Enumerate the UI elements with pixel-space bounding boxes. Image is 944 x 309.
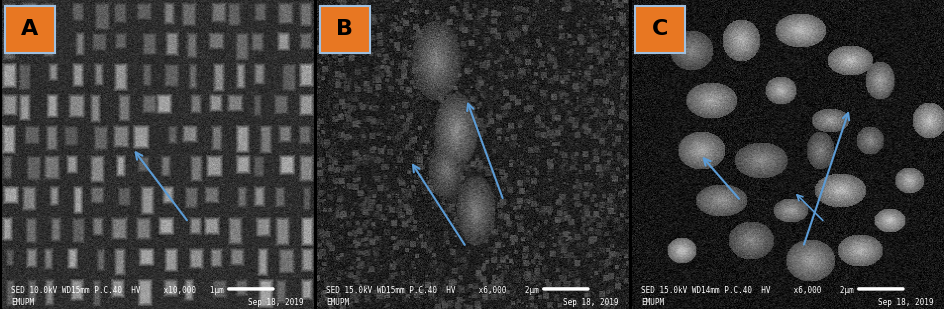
Text: C: C <box>651 19 667 39</box>
Text: SED 10.0kV WD15mm P.C.40  HV     x10,000   1μm: SED 10.0kV WD15mm P.C.40 HV x10,000 1μm <box>11 286 224 295</box>
Text: Sep 18, 2019: Sep 18, 2019 <box>563 298 618 307</box>
Text: Sep 18, 2019: Sep 18, 2019 <box>877 298 933 307</box>
Text: A: A <box>22 19 39 39</box>
Text: SED 15.0kV WD14mm P.C.40  HV     x6,000    2μm: SED 15.0kV WD14mm P.C.40 HV x6,000 2μm <box>641 286 853 295</box>
FancyBboxPatch shape <box>634 6 684 53</box>
FancyBboxPatch shape <box>320 6 369 53</box>
Text: B: B <box>336 19 353 39</box>
Text: EMUPM: EMUPM <box>641 298 664 307</box>
Text: SED 15.0kV WD15mm P.C.40  HV     x6,000    2μm: SED 15.0kV WD15mm P.C.40 HV x6,000 2μm <box>326 286 538 295</box>
Text: EMUPM: EMUPM <box>326 298 349 307</box>
Text: Sep 18, 2019: Sep 18, 2019 <box>248 298 303 307</box>
Text: EMUPM: EMUPM <box>11 298 34 307</box>
FancyBboxPatch shape <box>5 6 55 53</box>
